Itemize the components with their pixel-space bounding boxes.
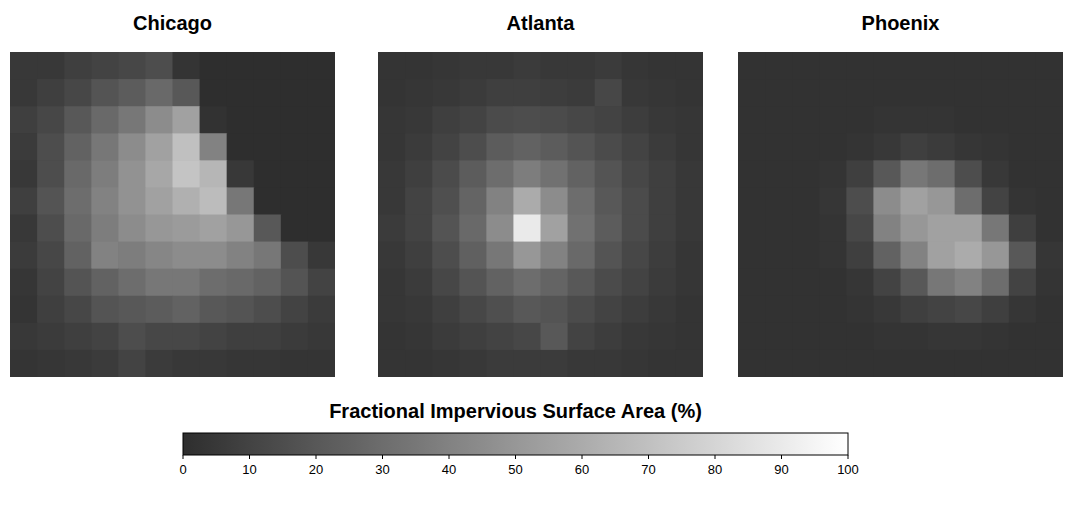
svg-text:Fractional Impervious Surface: Fractional Impervious Surface Area (%) [329, 400, 702, 422]
svg-text:40: 40 [442, 462, 456, 477]
svg-text:100: 100 [837, 462, 859, 477]
html-text:Chicago: Chicago [133, 12, 212, 34]
html-text:Phoenix: Phoenix [861, 12, 940, 34]
svg-text:80: 80 [708, 462, 722, 477]
svg-text:60: 60 [575, 462, 589, 477]
svg-text:70: 70 [641, 462, 655, 477]
html-text:Atlanta: Atlanta [506, 12, 575, 34]
svg-text:30: 30 [375, 462, 389, 477]
svg-text:90: 90 [774, 462, 788, 477]
svg-text:10: 10 [242, 462, 256, 477]
svg-text:50: 50 [508, 462, 522, 477]
svg-text:0: 0 [179, 462, 186, 477]
svg-text:20: 20 [309, 462, 323, 477]
